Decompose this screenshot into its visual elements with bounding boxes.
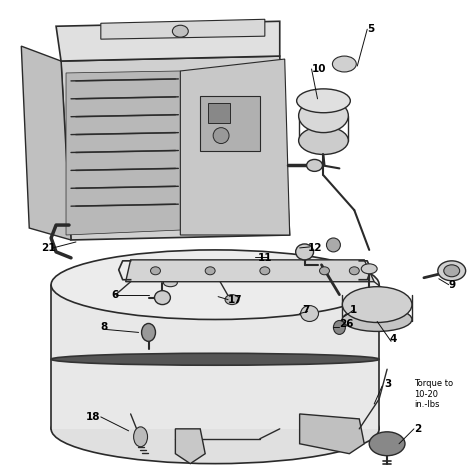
Text: 1: 1	[349, 304, 356, 315]
Polygon shape	[126, 260, 374, 282]
Ellipse shape	[333, 320, 346, 334]
Polygon shape	[56, 21, 280, 61]
Ellipse shape	[438, 261, 465, 281]
Ellipse shape	[155, 291, 170, 304]
Ellipse shape	[297, 89, 350, 113]
Text: 2: 2	[414, 424, 421, 434]
Ellipse shape	[213, 128, 229, 144]
Text: 12: 12	[308, 243, 322, 253]
Ellipse shape	[327, 238, 340, 252]
Ellipse shape	[307, 159, 322, 171]
Text: 10: 10	[311, 64, 326, 74]
Text: 21: 21	[42, 243, 56, 253]
Text: 3: 3	[384, 379, 392, 389]
Text: 9: 9	[449, 280, 456, 290]
Polygon shape	[101, 19, 265, 39]
Ellipse shape	[164, 279, 177, 287]
Ellipse shape	[444, 265, 460, 277]
Ellipse shape	[349, 267, 359, 275]
Text: 7: 7	[302, 304, 310, 315]
Ellipse shape	[51, 250, 379, 319]
Bar	[200, 96, 260, 151]
Text: 17: 17	[228, 295, 243, 304]
Polygon shape	[66, 71, 180, 235]
Polygon shape	[180, 59, 290, 235]
Ellipse shape	[142, 324, 155, 341]
Ellipse shape	[51, 353, 379, 365]
Ellipse shape	[260, 267, 270, 275]
Ellipse shape	[369, 432, 405, 456]
Bar	[208, 103, 230, 123]
Text: 5: 5	[367, 24, 374, 34]
Text: 8: 8	[100, 323, 108, 333]
Ellipse shape	[332, 56, 356, 72]
Text: 4: 4	[389, 334, 396, 344]
Ellipse shape	[205, 267, 215, 275]
Ellipse shape	[173, 25, 188, 37]
Ellipse shape	[296, 244, 313, 260]
Ellipse shape	[342, 287, 412, 323]
Ellipse shape	[151, 267, 161, 275]
Polygon shape	[21, 46, 71, 240]
Polygon shape	[175, 429, 205, 464]
Ellipse shape	[299, 99, 348, 133]
Ellipse shape	[319, 267, 329, 275]
Polygon shape	[300, 414, 364, 454]
Ellipse shape	[134, 427, 147, 447]
Ellipse shape	[51, 394, 379, 464]
Ellipse shape	[301, 306, 319, 321]
Ellipse shape	[299, 127, 348, 154]
Text: 18: 18	[86, 412, 101, 422]
Text: 26: 26	[339, 319, 354, 329]
Polygon shape	[61, 56, 290, 240]
Ellipse shape	[225, 295, 239, 304]
Ellipse shape	[342, 308, 412, 332]
Text: Torque to
10-20
in.-lbs: Torque to 10-20 in.-lbs	[414, 379, 453, 409]
Text: 11: 11	[258, 253, 273, 263]
Text: 6: 6	[111, 290, 118, 300]
Ellipse shape	[361, 264, 377, 274]
Polygon shape	[51, 285, 379, 429]
